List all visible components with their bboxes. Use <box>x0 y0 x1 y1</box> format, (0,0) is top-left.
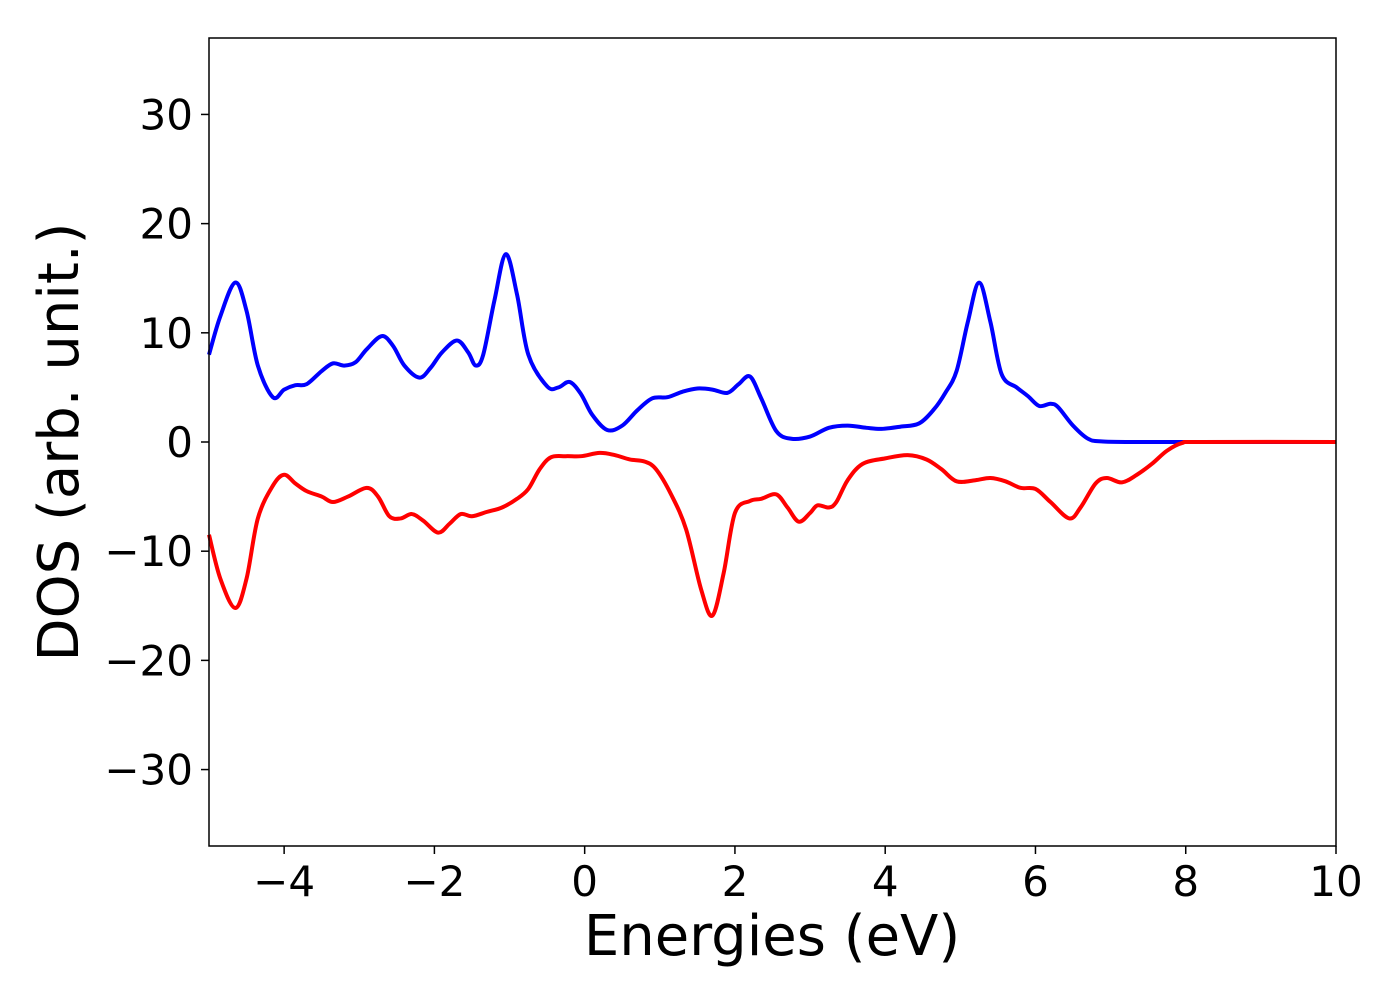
x-axis-ticks: −4 −2 0 2 4 6 8 10 <box>253 846 1363 906</box>
y-tick-label: 0 <box>166 418 193 467</box>
y-axis-label: DOS (arb. unit.) <box>27 222 92 661</box>
x-tick-label: 10 <box>1309 857 1362 906</box>
x-tick-label: 2 <box>722 857 749 906</box>
x-tick-label: 6 <box>1022 857 1049 906</box>
x-tick-label: −2 <box>403 857 465 906</box>
x-axis-label: Energies (eV) <box>584 904 960 969</box>
series-line-red <box>207 439 1337 618</box>
x-tick-label: 8 <box>1172 857 1199 906</box>
series-line-blue <box>207 252 1336 445</box>
y-tick-label: −20 <box>104 636 193 685</box>
x-tick-label: −4 <box>253 857 315 906</box>
y-tick-label: 20 <box>140 200 193 249</box>
y-tick-label: −30 <box>104 746 193 795</box>
y-axis-ticks: −30 −20 −10 0 10 20 30 <box>104 90 209 795</box>
plot-area <box>207 252 1337 618</box>
y-tick-label: 30 <box>140 90 193 139</box>
x-tick-label: 0 <box>571 857 598 906</box>
y-tick-label: −10 <box>104 527 193 576</box>
x-tick-label: 4 <box>872 857 899 906</box>
y-tick-label: 10 <box>140 309 193 358</box>
